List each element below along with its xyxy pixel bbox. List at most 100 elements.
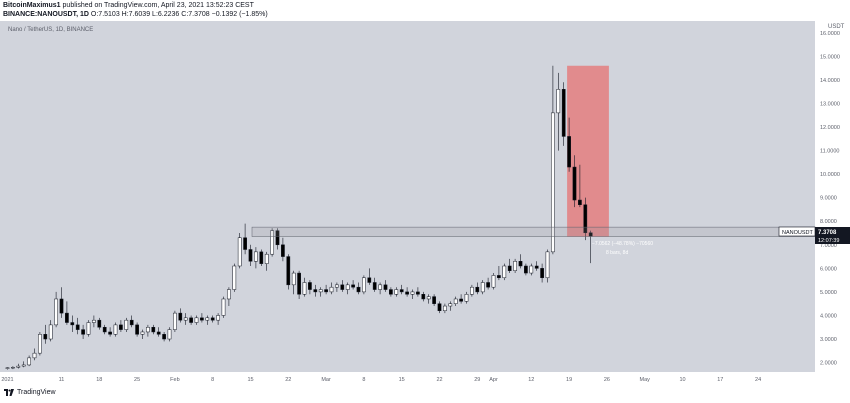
close-label: C: [181,11,189,18]
time-tick-label: 18 [96,377,102,383]
candle-body [464,294,469,302]
candle-body [227,289,231,300]
candle-body [335,284,339,288]
footer-brand[interactable]: TradingView [17,389,56,396]
candle-body [416,291,420,295]
candle-body [140,331,145,335]
candle-body [146,326,150,333]
time-tick-label: 17 [717,377,723,383]
time-tick-label: 26 [604,377,610,383]
candle-body [183,317,188,321]
candle [248,244,253,266]
candle-body [356,286,361,293]
candle [459,294,463,304]
candle [189,315,193,325]
candle [410,289,415,299]
candle-body [551,112,555,253]
measure-tool: −7.0562 (−48.78%) −70560 8 bars, 8d [592,241,653,256]
candle-body [524,265,528,274]
high-value: 7.6039 [128,11,151,18]
candle-body [16,365,21,368]
candle [5,367,10,370]
candle-body [81,329,85,335]
candle [578,164,582,208]
candle [356,282,361,295]
candle-body [54,298,58,326]
candle-body [156,331,161,335]
candle [146,324,150,337]
candle [362,275,366,295]
candle-body [480,282,485,293]
candle [297,270,301,299]
candle [97,317,102,330]
time-tick-label: 19 [566,377,572,383]
candle [86,320,91,337]
candle [75,317,80,335]
candle [588,230,593,264]
author-name[interactable]: BitcoinMaximus1 [3,2,61,9]
candle [405,287,409,297]
candle [551,65,555,255]
candle-body [232,265,237,290]
candle-body [92,319,96,323]
price-tick-label: 2.0000 [820,361,837,367]
candle [194,315,199,325]
candle [335,282,339,292]
price-tick-label: 12.0000 [820,125,840,131]
candle [11,366,15,370]
candle-body [453,298,458,304]
candle [416,287,420,297]
candle [205,315,210,325]
candle [480,280,485,295]
candle-body [297,272,301,295]
candle [529,263,534,276]
candle-body [588,232,593,237]
header-line-1: BitcoinMaximus1 published on TradingView… [3,2,254,9]
candle-body [421,294,426,300]
candle-body [259,251,264,264]
candle-body [475,286,480,293]
countdown-timer: 12:07:39 [818,238,839,244]
candle-body [27,357,31,366]
candle-body [372,282,377,290]
price-tick-label: 3.0000 [820,337,837,343]
candle-body [75,324,80,330]
candle [507,258,512,274]
time-tick-label: Mar [321,377,331,383]
candle-body [200,317,204,321]
candle [32,348,37,361]
candle-body [70,322,75,326]
candle [275,228,280,250]
open-label: O: [90,11,99,18]
candle-body [459,298,463,302]
candle-body [189,317,193,323]
close-value: 7.3708 [188,11,210,18]
candle [491,273,496,290]
candle-body [367,277,372,283]
candle-body [345,284,350,290]
candle-body [113,324,118,335]
candle [437,301,442,314]
candle [264,251,269,271]
candle [497,265,501,281]
chart-title: Nano / TetherUS, 1D, BINANCE [8,27,93,33]
candle-body [437,303,442,312]
low-value: 6.2236 [157,11,180,18]
candle [443,303,447,314]
price-tick-label: 4.0000 [820,313,837,319]
time-tick-label: 22 [285,377,291,383]
candle [21,361,26,368]
candle-body [264,253,269,264]
price-tick-label: 16.0000 [820,31,840,37]
candle-body [124,319,129,330]
candle-body [426,296,431,300]
plot-background [0,21,815,372]
candle [567,117,571,172]
candle-body [448,303,453,307]
candle-body [21,364,26,367]
candle [108,327,112,337]
candle [151,324,156,335]
candle [27,355,31,367]
candle [119,320,123,332]
